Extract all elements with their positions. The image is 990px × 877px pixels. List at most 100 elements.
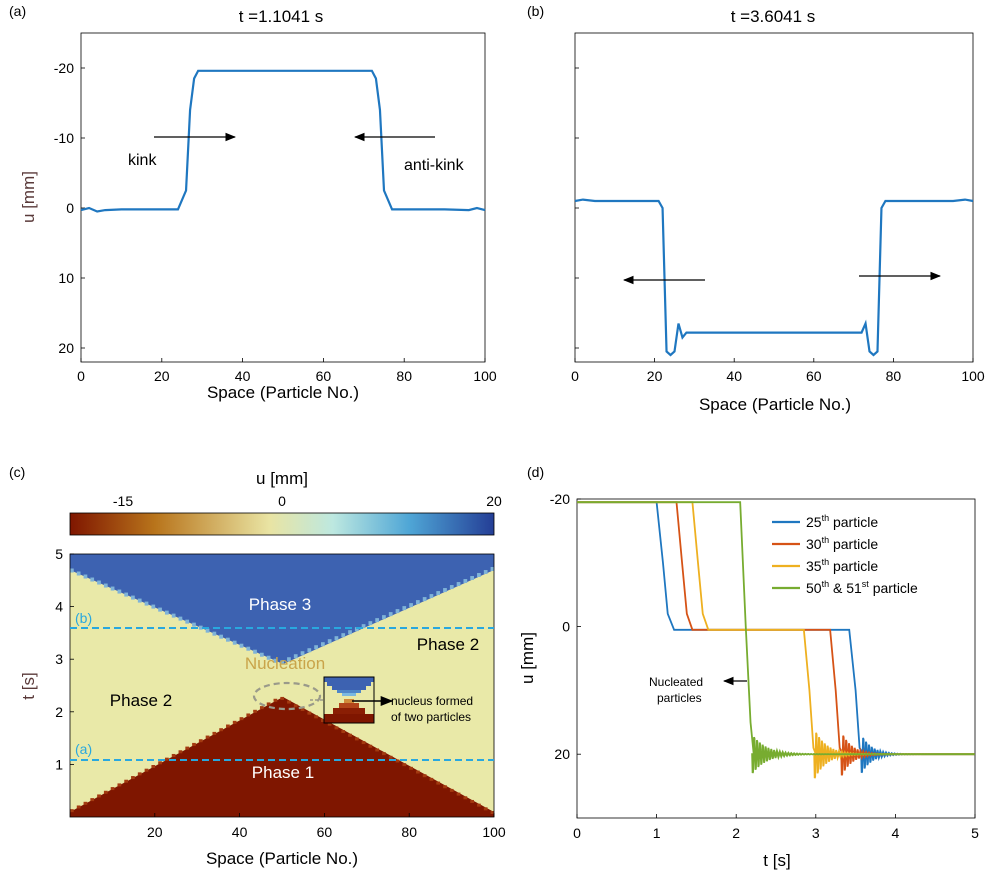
axes-b (574, 32, 974, 363)
phase-1-edge-step (483, 807, 488, 811)
phase-3-edge-step (361, 624, 366, 629)
x-tick-label-a: 100 (473, 368, 497, 384)
phase-3-edge-step (429, 594, 434, 599)
phase-3-edge-step (266, 655, 271, 660)
phase-1-edge-step (321, 719, 325, 722)
y-tick-label-c: 5 (55, 546, 63, 562)
colorbar (69, 512, 495, 536)
phase-1-edge-step (124, 779, 129, 783)
phase-2-left-label: Phase 2 (110, 691, 172, 710)
series-line-d-4 (577, 501, 975, 774)
x-axis-label-b: Space (Particle No.) (699, 395, 851, 414)
x-tick-label-a: 0 (77, 368, 85, 384)
phase-1-edge-step (368, 744, 373, 748)
x-axis-label-a: Space (Particle No.) (207, 383, 359, 402)
phase-1-edge-step (415, 770, 420, 774)
y-tick-label-d: 20 (554, 746, 570, 762)
phase-1-edge-step (300, 707, 305, 711)
x-ticks-a: 0 20 40 60 80 100 (77, 358, 497, 384)
x-tick-label-b: 40 (726, 368, 742, 384)
phase-1-edge-step (402, 763, 407, 767)
phase-1-edge-step (409, 766, 413, 770)
x-tick-label-d: 0 (573, 825, 581, 841)
x-tick-label-a: 40 (235, 368, 251, 384)
phase-3-edge-step (415, 600, 420, 605)
phase-1-edge-step (348, 733, 352, 737)
phase-3-edge-step (110, 586, 115, 591)
x-tick-label-a: 60 (316, 368, 332, 384)
phase-1-edge-step (70, 809, 74, 813)
phase-3-edge-step (253, 649, 257, 654)
phase-3-stair-edge (70, 567, 494, 665)
colorbar-tick-label: 20 (486, 493, 502, 509)
phase-3-edge-step (117, 589, 122, 594)
phase-3-edge-step (192, 622, 196, 627)
x-axis-label-d: t [s] (763, 851, 790, 870)
phase-3-edge-step (300, 651, 305, 656)
x-tick-label-d: 5 (971, 825, 979, 841)
panel-label-d: (d) (527, 464, 544, 480)
legend-entry: 30th particle (806, 535, 878, 552)
phase-1-edge-step (226, 724, 230, 728)
phase-3-edge-step (456, 582, 461, 587)
y-tick-label-d: 0 (562, 619, 570, 635)
colorbar-tick-label: 0 (278, 493, 286, 509)
title-a: t =1.1041 s (239, 7, 324, 26)
x-tick-label-d: 2 (732, 825, 740, 841)
phase-3-edge-step (490, 567, 494, 571)
phase-1-edge-step (273, 698, 278, 702)
y-tick-label-c: 1 (55, 756, 63, 772)
series-a (80, 69, 486, 213)
phase-1-edge-step (212, 731, 217, 735)
phase-3-edge-step (443, 588, 447, 593)
phase-3-edge-step (232, 640, 237, 645)
phase-1-edge-step (219, 728, 223, 732)
phase-3-edge-step (83, 574, 88, 579)
phase-1-edge-step (103, 790, 108, 794)
phase-3-edge-step (287, 657, 291, 662)
legend-entry: 35th particle (806, 557, 878, 574)
kink-label: kink (128, 152, 157, 169)
phase-3-edge-step (205, 628, 210, 633)
x-tick-label-a: 20 (154, 368, 170, 384)
phase-3-edge-step (382, 615, 386, 620)
phase-1-edge-step (117, 783, 122, 787)
series-line-d-1 (577, 501, 975, 774)
phase-3-region (70, 554, 494, 664)
x-tick-label-d: 3 (812, 825, 820, 841)
phase-1-edge-step (327, 722, 332, 726)
phase-3-edge-step (144, 601, 149, 606)
phase-1-edge-step (185, 746, 190, 750)
phase-3-edge-step (137, 598, 142, 603)
phase-3-edge-step (273, 658, 278, 663)
phase-3-edge-step (293, 654, 298, 659)
phase-1-edge-step (280, 696, 285, 700)
legend-entry: 50th & 51st particle (806, 579, 918, 596)
phase-3-edge-step (327, 639, 332, 644)
x-ticks-d: 0 1 2 3 4 5 (573, 814, 979, 841)
phase-3-edge-step (226, 637, 230, 642)
phase-3-edge-step (409, 603, 413, 608)
phase-1-edge-step (307, 711, 312, 715)
phase-1-edge-step (164, 757, 169, 761)
phase-3-edge-step (436, 591, 441, 596)
panel-label-a: (a) (9, 3, 26, 19)
x-tick-label-b: 100 (961, 368, 985, 384)
phase-1-edge-step (232, 720, 237, 724)
phase-2-right-label: Phase 2 (417, 635, 479, 654)
y-tick-label-d: -20 (550, 491, 570, 507)
phase-1-edge-step (375, 748, 380, 752)
phase-1-edge-step (456, 792, 461, 796)
phase-3-edge-step (178, 616, 183, 621)
y-tick-label-a: -20 (54, 60, 74, 76)
y-tick-label-a: -10 (54, 130, 74, 146)
series-b (574, 198, 974, 357)
phase-3-edge-step (341, 633, 346, 638)
x-tick-label-d: 1 (653, 825, 661, 841)
x-tick-label-c: 100 (482, 824, 506, 840)
phase-3-label: Phase 3 (249, 595, 311, 614)
phase-1-region (70, 697, 494, 817)
phase-1-edge-step (334, 726, 339, 730)
